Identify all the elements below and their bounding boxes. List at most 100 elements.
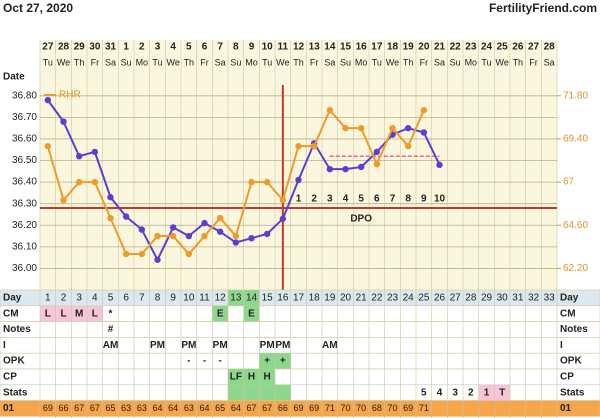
date-number: 29 [74, 42, 86, 53]
cell: 1 [45, 293, 51, 304]
cell: 70 [387, 403, 397, 413]
cell: 10 [183, 293, 195, 304]
point [420, 129, 428, 136]
cell: 16 [277, 293, 289, 304]
dpo-number: 4 [343, 194, 349, 205]
point [342, 124, 349, 132]
cell: H [248, 372, 255, 383]
cell: 3 [76, 293, 82, 304]
point [60, 196, 67, 204]
cell-fill [40, 305, 56, 322]
dpo-number: 9 [421, 194, 427, 205]
point [201, 232, 208, 240]
point [169, 224, 177, 231]
date-number: 2 [139, 42, 145, 53]
point [107, 194, 114, 201]
cell: 67 [74, 403, 84, 413]
weekday: Tu [43, 57, 53, 67]
cell: 69 [293, 403, 303, 413]
point [357, 124, 365, 132]
row-label: CM [3, 308, 19, 319]
cell: 33 [544, 293, 556, 304]
weekday: We [166, 57, 179, 67]
cell: 6 [123, 293, 129, 304]
cell-fill [243, 290, 260, 306]
point [122, 213, 130, 220]
date-number: 16 [356, 42, 368, 53]
cell: # [108, 324, 114, 335]
date-number: 21 [434, 42, 446, 53]
point [44, 96, 52, 104]
cell: E [217, 308, 224, 319]
cell: - [218, 356, 221, 367]
cell: 4 [92, 293, 98, 304]
cell: PM [213, 340, 228, 351]
cell: 22 [371, 293, 383, 304]
cell: 64 [152, 403, 162, 413]
cell: L [45, 308, 51, 319]
weekday: Su [450, 57, 461, 67]
cell: 24 [403, 293, 415, 304]
cell-fill [259, 369, 275, 385]
point [44, 142, 52, 150]
y2-tick-label: 71.80 [563, 90, 588, 101]
point [326, 106, 334, 114]
cell: 32 [528, 293, 540, 304]
row-label-right: OPK [560, 356, 582, 367]
point [436, 161, 443, 169]
page-date: Oct 27, 2020 [3, 1, 73, 15]
cell: H [264, 372, 271, 383]
row-label-right: I [560, 340, 563, 351]
row-label-right: Day [560, 293, 579, 304]
cell: 64 [231, 403, 241, 413]
date-number: 1 [123, 42, 129, 53]
point [138, 226, 146, 233]
weekday: We [57, 57, 70, 67]
point [295, 176, 302, 184]
y-tick-label: 36.30 [12, 198, 37, 209]
weekday: Sa [544, 57, 555, 67]
cell: E [248, 308, 255, 319]
point [91, 148, 99, 156]
cell: 25 [418, 293, 430, 304]
cell: 67 [90, 403, 100, 413]
cell: 65 [105, 403, 115, 413]
point [75, 178, 83, 186]
date-number: 23 [465, 42, 477, 53]
cell-fill [494, 384, 510, 401]
point [279, 196, 287, 204]
cell: + [264, 356, 270, 367]
cell-fill [259, 384, 275, 401]
point [185, 250, 193, 258]
cell: 69 [309, 403, 319, 413]
cell: 2 [468, 387, 474, 398]
weekday: Th [513, 57, 524, 67]
cell: 70 [340, 403, 350, 413]
cell: - [187, 356, 190, 367]
date-number: 19 [403, 42, 415, 53]
series-line [47, 99, 441, 263]
point [404, 142, 412, 150]
point [91, 178, 99, 186]
weekday: We [495, 57, 508, 67]
weekday: Th [184, 57, 195, 67]
cell: 27 [450, 293, 462, 304]
row-label-right: Stats [560, 387, 585, 398]
cell-fill [275, 384, 291, 401]
cell: 63 [137, 403, 147, 413]
cell: 65 [215, 403, 225, 413]
cell: 9 [170, 293, 176, 304]
weekday: Tu [152, 57, 162, 67]
dpo-number: 2 [311, 194, 317, 205]
y2-tick-label: 67 [563, 177, 575, 188]
point [216, 228, 224, 235]
point [248, 235, 255, 242]
date-number: 7 [217, 42, 223, 53]
cell-fill [71, 305, 87, 322]
cell: 18 [309, 293, 321, 304]
point [295, 142, 302, 150]
point [342, 165, 349, 173]
cell: M [75, 308, 83, 319]
y-tick-label: 36.00 [12, 263, 37, 274]
cell: 67 [262, 403, 272, 413]
